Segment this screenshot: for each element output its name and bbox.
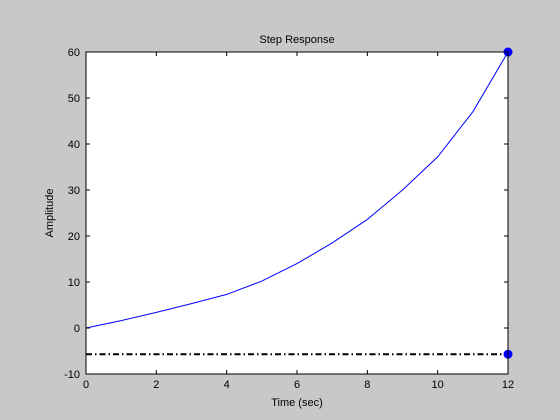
x-tick-label: 0 — [83, 379, 89, 391]
y-axis-ticks: -10 0 10 20 30 40 50 60 — [64, 47, 508, 381]
x-axis-label: Time (sec) — [271, 397, 323, 409]
y-tick-label: 60 — [68, 47, 80, 59]
y-tick-label: 10 — [68, 277, 80, 289]
y-tick-label: 20 — [68, 231, 80, 243]
x-tick-label: 2 — [153, 379, 159, 391]
x-tick-label: 8 — [364, 379, 370, 391]
y-axis-label: Amplitude — [44, 189, 56, 238]
y-tick-label: 0 — [74, 323, 80, 335]
chart-title: Step Response — [259, 34, 334, 46]
x-tick-label: 6 — [294, 379, 300, 391]
x-tick-label: 10 — [432, 379, 444, 391]
response-line — [85, 51, 509, 329]
x-tick-label: 4 — [224, 379, 230, 391]
y-tick-label: -10 — [64, 369, 80, 381]
y-tick-label: 50 — [68, 93, 80, 105]
y-tick-label: 40 — [68, 139, 80, 151]
x-tick-label: 12 — [502, 379, 514, 391]
x-axis-ticks: 0 2 4 6 8 10 12 — [83, 52, 514, 391]
y-tick-label: 30 — [68, 185, 80, 197]
plot-area — [86, 52, 508, 374]
